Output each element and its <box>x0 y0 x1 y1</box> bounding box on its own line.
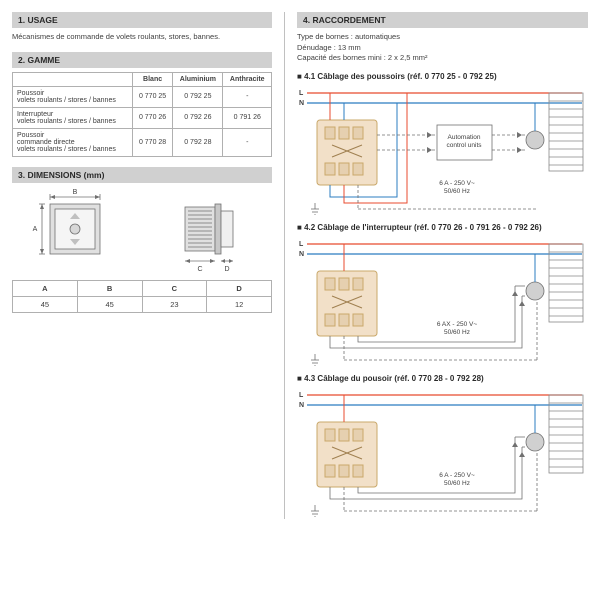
wiring-diagram-2: L N <box>297 236 587 366</box>
sub-num: 4.1 <box>304 72 315 81</box>
table-row: Interrupteur volets roulants / stores / … <box>13 107 272 128</box>
col-header: Anthracite <box>223 72 272 86</box>
dim-label-d: D <box>224 266 229 273</box>
spec-line: Capacité des bornes mini : 2 x 2,5 mm² <box>297 53 588 64</box>
n-label: N <box>299 100 304 107</box>
section-header-dimensions: 3. DIMENSIONS (mm) <box>12 167 272 183</box>
cell: 0 792 25 <box>173 86 223 107</box>
dim-label-b: B <box>72 189 77 196</box>
rating-text: 6 A - 250 V~50/60 Hz <box>439 180 475 195</box>
cell: 0 791 26 <box>223 107 272 128</box>
section-header-usage: 1. USAGE <box>12 12 272 28</box>
cell: 0 770 28 <box>132 128 172 156</box>
col-header: Blanc <box>132 72 172 86</box>
table-row: 45 45 23 12 <box>13 296 272 312</box>
table-row: A B C D <box>13 280 272 296</box>
sub-num: 4.2 <box>304 223 315 232</box>
dimension-figures: B A <box>12 189 272 274</box>
cell: 45 <box>77 296 142 312</box>
row-label: Interrupteur volets roulants / stores / … <box>13 107 133 128</box>
cell: - <box>223 86 272 107</box>
dim-label-c: C <box>197 266 202 273</box>
section-num: 3. <box>18 170 25 180</box>
col-header: A <box>13 280 78 296</box>
cell: 23 <box>142 296 207 312</box>
page-root: 1. USAGE Mécanismes de commande de volet… <box>12 12 588 519</box>
col-header: Aluminium <box>173 72 223 86</box>
col-header: B <box>77 280 142 296</box>
table-row: Poussoir commande directe volets roulant… <box>13 128 272 156</box>
dim-label-a: A <box>32 226 37 233</box>
cell: 0 770 26 <box>132 107 172 128</box>
subsection-header: ■ 4.1 Câblage des poussoirs (réf. 0 770 … <box>297 72 588 81</box>
sub-title: Câblage des poussoirs (réf. 0 770 25 - 0… <box>317 72 496 81</box>
cell: 45 <box>13 296 78 312</box>
wiring-diagram-1: L N Automationcontrol units <box>297 85 587 215</box>
l-label: L <box>299 241 304 248</box>
raccordement-spec: Type de bornes : automatiques Dénudage :… <box>297 32 588 64</box>
section-num: 1. <box>18 15 25 25</box>
spec-line: Type de bornes : automatiques <box>297 32 588 43</box>
sub-num: 4.3 <box>304 374 315 383</box>
cell: 0 792 26 <box>173 107 223 128</box>
cell: 12 <box>207 296 272 312</box>
section-title: DIMENSIONS (mm) <box>27 170 104 180</box>
section-title: RACCORDEMENT <box>312 15 385 25</box>
spec-line: Dénudage : 13 mm <box>297 43 588 54</box>
cell: 0 770 25 <box>132 86 172 107</box>
dim-side-icon: C D <box>165 189 255 274</box>
cell: 0 792 28 <box>173 128 223 156</box>
col-header: C <box>142 280 207 296</box>
n-label: N <box>299 251 304 258</box>
table-row: Poussoir volets roulants / stores / bann… <box>13 86 272 107</box>
section-num: 2. <box>18 55 25 65</box>
right-column: 4. RACCORDEMENT Type de bornes : automat… <box>284 12 588 519</box>
dim-front-icon: B A <box>30 189 120 274</box>
subsection-header: ■ 4.3 Câblage du pousoir (réf. 0 770 28 … <box>297 374 588 383</box>
sub-title: Câblage du pousoir (réf. 0 770 28 - 0 79… <box>317 374 483 383</box>
section-title: USAGE <box>27 15 57 25</box>
gamme-table: Blanc Aluminium Anthracite Poussoir vole… <box>12 72 272 157</box>
section-num: 4. <box>303 15 310 25</box>
row-label: Poussoir commande directe volets roulant… <box>13 128 133 156</box>
col-header: D <box>207 280 272 296</box>
table-row: Blanc Aluminium Anthracite <box>13 72 272 86</box>
col-header <box>13 72 133 86</box>
rating-text: 6 A - 250 V~50/60 Hz <box>439 472 475 487</box>
dimensions-table: A B C D 45 45 23 12 <box>12 280 272 313</box>
section-header-gamme: 2. GAMME <box>12 52 272 68</box>
section-header-raccordement: 4. RACCORDEMENT <box>297 12 588 28</box>
left-column: 1. USAGE Mécanismes de commande de volet… <box>12 12 272 519</box>
rating-text: 6 AX - 250 V~50/60 Hz <box>437 321 477 336</box>
sub-title: Câblage de l'interrupteur (réf. 0 770 26… <box>317 223 541 232</box>
cell: - <box>223 128 272 156</box>
n-label: N <box>299 402 304 409</box>
section-title: GAMME <box>27 55 60 65</box>
l-label: L <box>299 90 304 97</box>
row-label: Poussoir volets roulants / stores / bann… <box>13 86 133 107</box>
usage-description: Mécanismes de commande de volets roulant… <box>12 32 272 42</box>
l-label: L <box>299 392 304 399</box>
wiring-diagram-3: L N <box>297 387 587 517</box>
subsection-header: ■ 4.2 Câblage de l'interrupteur (réf. 0 … <box>297 223 588 232</box>
acu-label: Automationcontrol units <box>446 134 482 149</box>
